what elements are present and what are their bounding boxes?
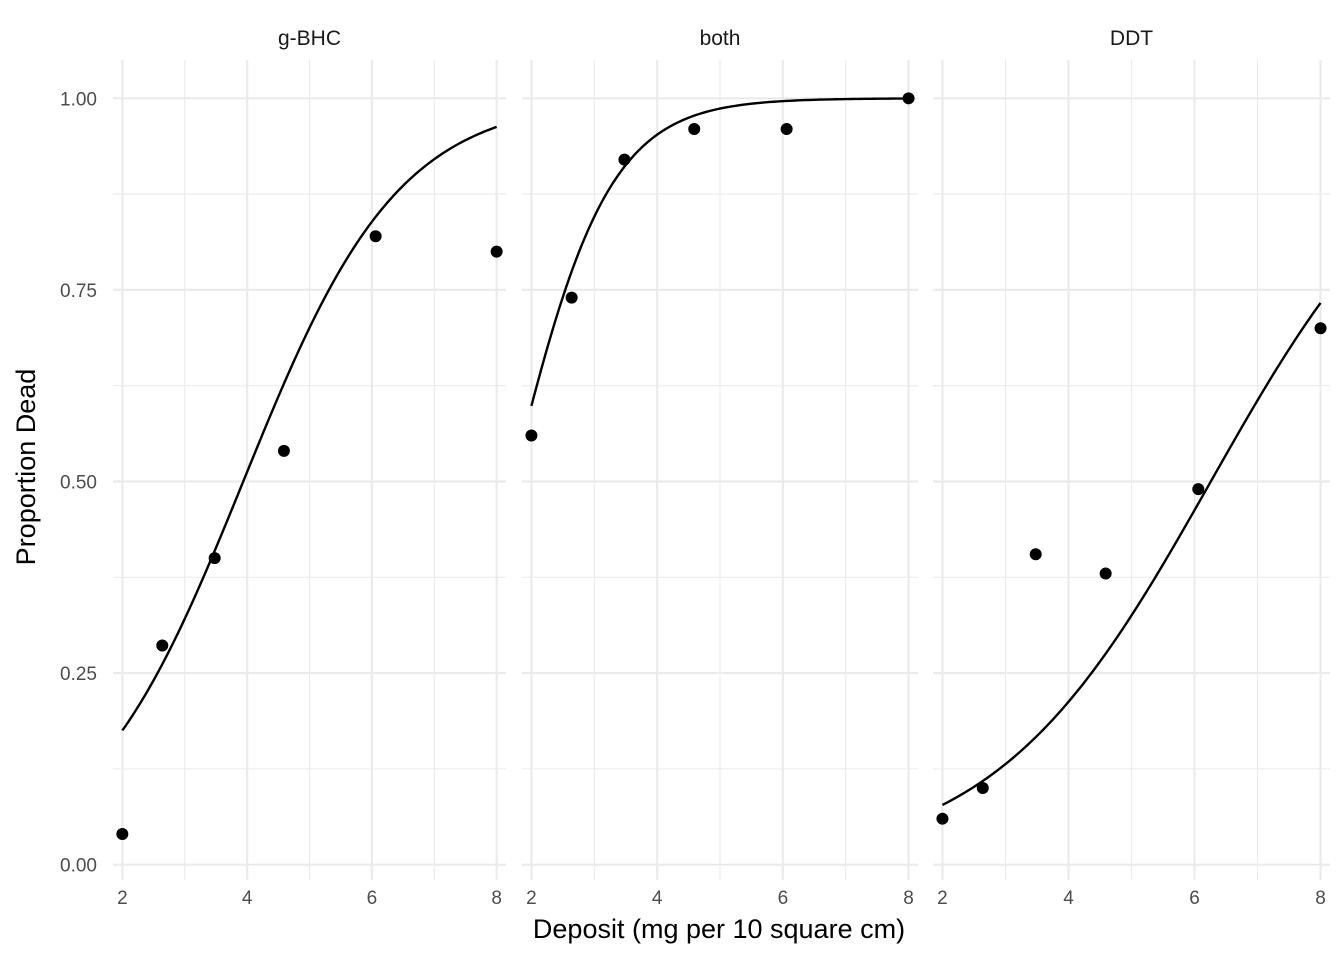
x-tick-label: 8 (1315, 888, 1326, 909)
data-point (208, 552, 221, 565)
data-point (277, 444, 290, 457)
data-point (1314, 322, 1327, 335)
x-tick-label: 2 (937, 888, 948, 909)
x-tick-label: 4 (1063, 888, 1074, 909)
data-point (1029, 548, 1042, 561)
data-point (1192, 483, 1205, 496)
x-tick-label: 2 (117, 888, 128, 909)
y-tick-label: 0.75 (60, 281, 97, 302)
facet-label: both (700, 27, 741, 50)
data-point (618, 153, 631, 166)
facet-g-bhc: g-BHC (113, 27, 506, 880)
facet-ddt: DDT (933, 27, 1330, 880)
data-point (116, 828, 129, 841)
x-tick-label: 8 (491, 888, 502, 909)
y-tick-label: 1.00 (60, 89, 97, 110)
facet-panels: g-BHC both DDT (113, 27, 1330, 880)
y-axis-ticks: 0.00 0.25 0.50 0.75 1.00 (60, 89, 97, 876)
x-tick-label: 8 (903, 888, 914, 909)
x-axis-ticks: 2 4 6 8 2 4 6 8 2 4 6 8 (117, 888, 1326, 909)
x-tick-label: 6 (778, 888, 789, 909)
data-point (490, 245, 503, 258)
data-point (369, 230, 382, 243)
x-tick-label: 4 (652, 888, 663, 909)
data-point (525, 429, 538, 442)
x-tick-label: 6 (1189, 888, 1200, 909)
y-tick-label: 0.00 (60, 856, 97, 877)
x-tick-label: 6 (367, 888, 378, 909)
facet-label: DDT (1110, 27, 1153, 50)
x-tick-label: 2 (526, 888, 537, 909)
data-point (902, 92, 915, 105)
data-point (936, 812, 949, 825)
data-point (780, 122, 793, 135)
data-point (976, 782, 989, 795)
fitted-curve (530, 97, 909, 407)
data-point (1099, 567, 1112, 580)
data-point (688, 122, 701, 135)
y-tick-label: 0.50 (60, 472, 97, 493)
x-axis-title: Deposit (mg per 10 square cm) (533, 914, 905, 944)
y-tick-label: 0.25 (60, 664, 97, 685)
facet-label: g-BHC (278, 27, 341, 50)
data-point (156, 639, 169, 652)
facet-both: both (522, 27, 918, 880)
data-point (565, 291, 578, 304)
fitted-curve (121, 125, 498, 732)
fitted-curve (941, 302, 1322, 806)
y-axis-title: Proportion Dead (11, 369, 41, 566)
x-tick-label: 4 (242, 888, 253, 909)
